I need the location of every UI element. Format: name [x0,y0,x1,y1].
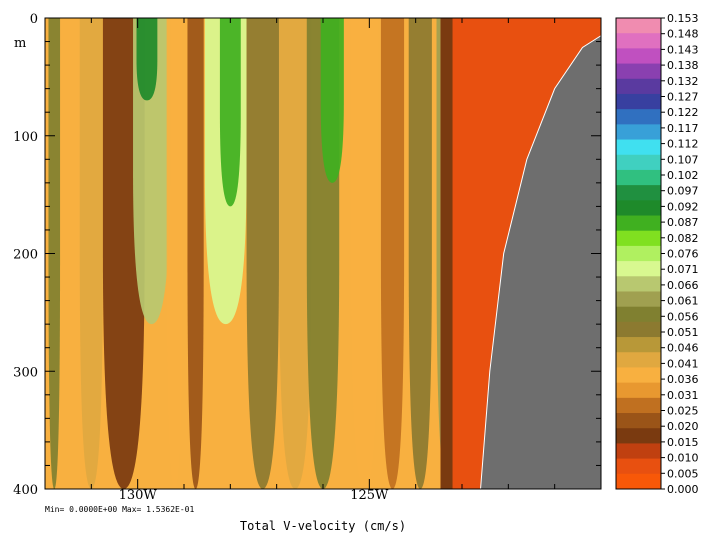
colorbar-label: 0.041 [667,357,699,370]
colorbar-label: 0.031 [667,389,699,402]
x-axis: 130W 125W [44,18,602,503]
colorbar-swatch [616,154,661,171]
y-tick-label: 400 [13,483,38,498]
y-tick-label: 100 [13,130,38,145]
colorbar-swatch [616,124,661,141]
colorbar-swatch [616,352,661,368]
colorbar-label: 0.143 [667,43,699,56]
colorbar-swatch [616,48,661,65]
colorbar-label: 0.092 [667,200,699,213]
colorbar-label: 0.051 [667,326,699,339]
y-tick-label: 200 [13,248,38,263]
colorbar-swatch [616,337,661,353]
colorbar-swatch [616,306,661,323]
colorbar-label: 0.015 [667,436,699,449]
colorbar-label: 0.107 [667,153,699,166]
y-axis-unit-label: m [14,36,26,51]
colorbar-swatch [616,321,661,338]
colorbar-label: 0.132 [667,75,699,88]
colorbar-label: 0.102 [667,169,699,182]
colorbar-label: 0.005 [667,467,699,480]
colorbar-label: 0.082 [667,232,699,245]
colorbar-label: 0.066 [667,279,699,292]
colorbar-label: 0.117 [667,122,699,135]
colorbar-swatch [616,200,661,217]
colorbar-swatch [616,473,661,490]
colorbar-swatch [616,185,661,201]
colorbar-label: 0.153 [667,12,699,25]
contour-band [380,18,405,489]
colorbar-label: 0.087 [667,216,699,229]
colorbar-swatch [616,397,661,414]
y-axis: 0 100 200 300 400 [13,12,601,498]
colorbar-swatch [616,382,661,399]
colorbar: 0.153 0.148 0.143 0.138 0.132 0.127 0.122 0.117… [615,12,699,496]
colorbar-swatch [616,33,661,49]
colorbar-swatch [616,93,661,110]
colorbar-label: 0.112 [667,138,699,151]
colorbar-swatch [616,109,661,125]
colorbar-label: 0.122 [667,106,699,119]
colorbar-label: 0.000 [667,483,699,496]
colorbar-swatch [616,215,661,232]
contour-band [219,18,241,207]
colorbar-swatch [616,367,661,384]
colorbar-label: 0.010 [667,452,699,465]
y-tick-label: 0 [30,12,38,27]
colorbar-label: 0.148 [667,28,699,41]
contour-band [187,18,204,489]
contour-band [350,18,379,489]
contour-band [166,18,183,489]
colorbar-swatch [616,63,661,80]
colorbar-label: 0.138 [667,59,699,72]
colorbar-label: 0.076 [667,248,699,261]
colorbar-swatch [616,230,661,247]
colorbar-label: 0.020 [667,420,699,433]
colorbar-swatch [616,443,661,460]
colorbar-label: 0.071 [667,263,699,276]
colorbar-swatch [616,458,661,475]
colorbar-label: 0.046 [667,342,699,355]
colorbar-swatch [616,413,661,429]
colorbar-label: 0.061 [667,295,699,308]
x-tick-label: 125W [350,488,389,503]
contour-band [408,18,432,489]
y-tick-label: 300 [13,365,38,380]
contour-band [246,18,279,489]
land-area [480,35,601,489]
shelf-gradient-band [440,18,453,489]
colorbar-swatch [616,169,661,186]
colorbar-swatch [616,245,661,262]
colorbar-swatch [616,78,661,95]
colorbar-swatch [616,139,661,156]
colorbar-label: 0.036 [667,373,699,386]
colorbar-label: 0.097 [667,185,699,198]
colorbar-label: 0.127 [667,91,699,104]
colorbar-swatch [616,428,661,444]
contour-band [320,18,344,183]
colorbar-swatch [616,276,661,292]
contour-band [79,18,103,489]
contour-band [136,18,158,101]
colorbar-label: 0.056 [667,310,699,323]
x-tick-label: 130W [119,488,158,503]
contour-band [278,18,312,489]
colorbar-label: 0.025 [667,405,699,418]
land-mask [440,18,601,489]
x-axis-title: Total V-velocity (cm/s) [240,519,406,533]
colorbar-swatch [616,18,661,34]
colorbar-swatch [616,291,661,308]
colorbar-swatch [616,261,661,277]
min-max-text: Min= 0.0000E+00 Max= 1.5362E-01 [45,505,194,514]
